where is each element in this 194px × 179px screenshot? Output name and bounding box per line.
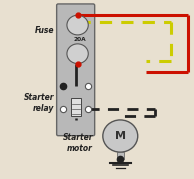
Text: M: M [115,131,126,141]
Text: Starter
relay: Starter relay [24,93,54,113]
Bar [117,152,124,159]
FancyBboxPatch shape [57,4,95,136]
Text: Fuse: Fuse [35,26,54,35]
Circle shape [67,15,88,35]
Text: 20A: 20A [73,37,86,42]
Circle shape [103,120,138,152]
Text: Starter
motor: Starter motor [63,133,93,153]
Circle shape [67,44,88,64]
Bar [71,98,81,116]
